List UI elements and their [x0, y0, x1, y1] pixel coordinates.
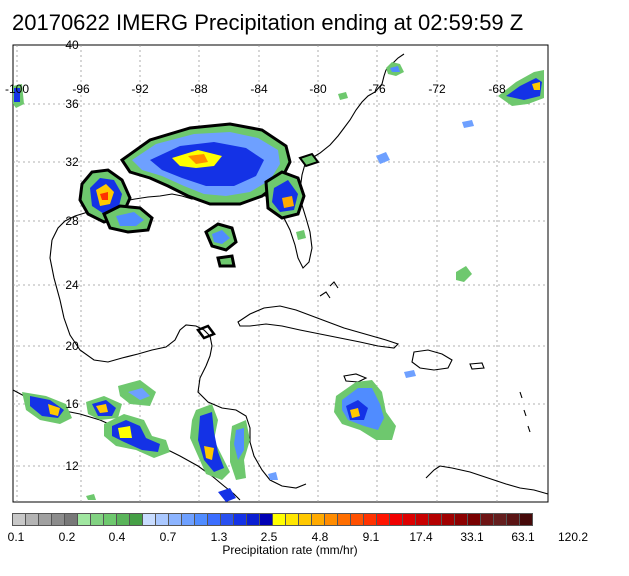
colorbar-swatch [272, 513, 286, 526]
graticule [13, 45, 548, 502]
lat-label: 28 [65, 214, 79, 228]
colorbar-swatch [285, 513, 299, 526]
lat-label: 16 [65, 397, 79, 411]
mexico-gulf-coast [49, 239, 213, 367]
latitude-labels: 40 36 32 28 24 20 16 12 [65, 38, 79, 473]
colorbar-swatch [181, 513, 195, 526]
colorbar-tick-label: 9.1 [362, 530, 380, 544]
colorbar-tick-label: 120.2 [557, 530, 589, 544]
colorbar-swatch [194, 513, 208, 526]
colorbar-swatch [155, 513, 169, 526]
colorbar [12, 513, 533, 526]
colorbar-tick-label: 0.4 [108, 530, 126, 544]
colorbar-swatch [77, 513, 91, 526]
lon-label: -100 [5, 82, 29, 96]
colorbar-swatch [25, 513, 39, 526]
puerto-rico-outline [469, 362, 485, 370]
colorbar-swatch [389, 513, 403, 526]
colorbar-swatch [38, 513, 52, 526]
colorbar-swatch [493, 513, 507, 526]
colorbar-tick-label: 0.2 [58, 530, 76, 544]
colorbar-swatch [480, 513, 494, 526]
hispaniola-outline [411, 349, 453, 371]
jamaica-outline [343, 373, 368, 383]
colorbar-swatch [116, 513, 130, 526]
colorbar-swatch [506, 513, 520, 526]
lat-label: 40 [65, 38, 79, 52]
colorbar-swatch [311, 513, 325, 526]
colorbar-swatch [220, 513, 234, 526]
colorbar-swatch [142, 513, 156, 526]
colorbar-swatch [233, 513, 247, 526]
lon-label: -96 [72, 82, 90, 96]
colorbar-swatch [402, 513, 416, 526]
lon-label: -88 [190, 82, 208, 96]
colorbar-swatch [207, 513, 221, 526]
lon-label: -68 [488, 82, 506, 96]
colorbar-swatch [428, 513, 442, 526]
lat-label: 32 [65, 155, 79, 169]
colorbar-swatch [129, 513, 143, 526]
south-america-coast [439, 465, 549, 495]
colorbar-tick-label: 33.1 [460, 530, 484, 544]
colorbar-tick-label: 4.8 [311, 530, 329, 544]
lon-label: -92 [131, 82, 149, 96]
colorbar-swatch [246, 513, 260, 526]
colorbar-swatch [90, 513, 104, 526]
lat-label: 12 [65, 459, 79, 473]
colorbar-tick-label: 1.3 [210, 530, 228, 544]
colorbar-swatch [454, 513, 468, 526]
colorbar-tick-label: 63.1 [511, 530, 535, 544]
colorbar-swatch [441, 513, 455, 526]
colorbar-title: Precipitation rate (mm/hr) [222, 543, 358, 557]
lon-label: -72 [428, 82, 446, 96]
lat-label: 24 [65, 278, 79, 292]
colorbar-swatch [467, 513, 481, 526]
colorbar-swatch [324, 513, 338, 526]
lon-label: -84 [250, 82, 268, 96]
colorbar-swatch [259, 513, 273, 526]
longitude-labels: -100 -96 -92 -88 -84 -80 -76 -72 -68 [5, 82, 506, 96]
colorbar-tick-label: 17.4 [409, 530, 433, 544]
colorbar-tick-label: 0.7 [159, 530, 177, 544]
colorbar-swatch [298, 513, 312, 526]
lat-label: 20 [65, 339, 79, 353]
colorbar-swatch [51, 513, 65, 526]
colorbar-swatch [376, 513, 390, 526]
map-title: 20170622 IMERG Precipitation ending at 0… [12, 10, 524, 35]
cuba-outline [237, 305, 400, 349]
colorbar-swatch [12, 513, 26, 526]
colorbar-swatch [519, 513, 533, 526]
colorbar-swatch [64, 513, 78, 526]
colorbar-swatch [168, 513, 182, 526]
lat-label: 36 [65, 97, 79, 111]
precipitation-field [13, 62, 544, 502]
colorbar-swatch [103, 513, 117, 526]
lon-label: -80 [309, 82, 327, 96]
colorbar-tick-label: 0.1 [7, 530, 25, 544]
lon-label: -76 [368, 82, 386, 96]
colorbar-swatch [415, 513, 429, 526]
colorbar-swatch [350, 513, 364, 526]
colorbar-swatch [337, 513, 351, 526]
central-america-caribbean-coast [197, 365, 307, 489]
colorbar-swatch [363, 513, 377, 526]
colorbar-tick-label: 2.5 [260, 530, 278, 544]
